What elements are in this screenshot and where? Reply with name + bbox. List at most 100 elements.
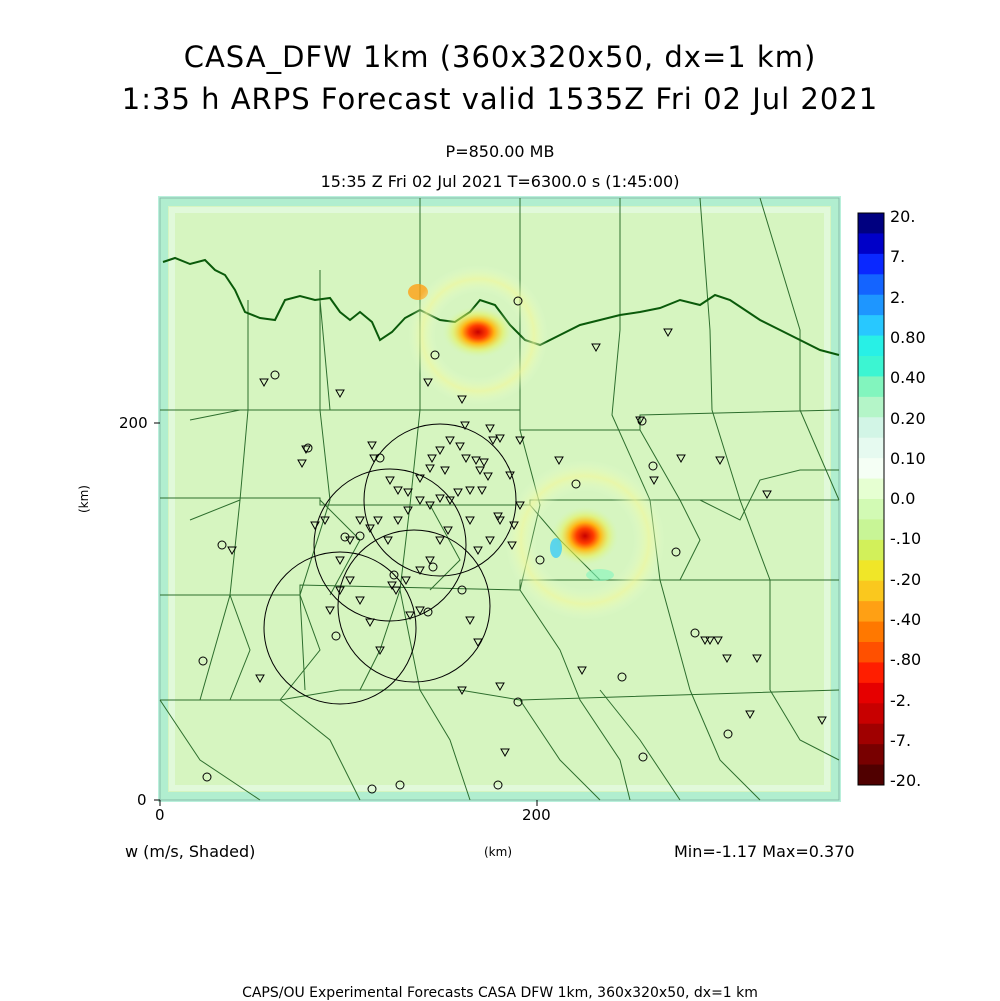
station-circle-marker (617, 672, 627, 682)
colorbar-swatch (858, 396, 884, 418)
station-triangle-marker (335, 586, 345, 596)
station-circle-marker (331, 631, 341, 641)
station-triangle-marker (495, 682, 505, 692)
station-markers (198, 296, 827, 794)
station-circle-marker (535, 555, 545, 565)
station-circle-marker (571, 479, 581, 489)
station-triangle-marker (415, 496, 425, 506)
station-circle-marker (648, 461, 658, 471)
station-triangle-marker (455, 442, 465, 452)
colorbar-tick-label: 0.0 (890, 489, 916, 509)
station-triangle-marker (507, 541, 517, 551)
colorbar-swatch (858, 601, 884, 623)
colorbar-swatch (858, 723, 884, 745)
station-triangle-marker (415, 606, 425, 616)
colorbar-swatch (858, 315, 884, 337)
colorbar (857, 212, 885, 786)
station-triangle-marker (493, 512, 503, 522)
station-triangle-marker (320, 516, 330, 526)
station-triangle-marker (465, 516, 475, 526)
station-triangle-marker (453, 488, 463, 498)
station-circle-marker (375, 453, 385, 463)
station-triangle-marker (817, 716, 827, 726)
colorbar-swatch (858, 233, 884, 255)
valid-time-label: 15:35 Z Fri 02 Jul 2021 T=6300.0 s (1:45… (320, 172, 680, 191)
station-circle-marker (723, 729, 733, 739)
station-triangle-marker (365, 524, 375, 534)
station-triangle-marker (471, 456, 481, 466)
station-circle-marker (202, 772, 212, 782)
chart-title: CASA_DFW 1km (360x320x50, dx=1 km) (183, 40, 817, 74)
colorbar-tick-label: -.80 (890, 650, 922, 670)
station-triangle-marker (385, 476, 395, 486)
station-circle-marker (340, 532, 350, 542)
station-triangle-marker (479, 458, 489, 468)
station-circle-marker (303, 443, 313, 453)
colorbar-swatch (858, 478, 884, 500)
station-triangle-marker (435, 536, 445, 546)
station-triangle-marker (375, 646, 385, 656)
station-triangle-marker (415, 566, 425, 576)
station-triangle-marker (705, 636, 715, 646)
station-triangle-marker (297, 459, 307, 469)
station-triangle-marker (367, 441, 377, 451)
colorbar-tick-label: 0.10 (890, 448, 926, 468)
colorbar-swatch (858, 253, 884, 275)
station-triangle-marker (373, 516, 383, 526)
colorbar-swatch (858, 682, 884, 704)
station-triangle-marker (391, 586, 401, 596)
station-triangle-marker (425, 464, 435, 474)
station-triangle-marker (310, 521, 320, 531)
station-triangle-marker (505, 471, 515, 481)
station-circle-marker (513, 697, 523, 707)
station-triangle-marker (473, 546, 483, 556)
station-triangle-marker (477, 486, 487, 496)
downdraft-spot (550, 538, 562, 558)
station-triangle-marker (500, 748, 510, 758)
station-circle-marker (198, 656, 208, 666)
colorbar-tick-label: 7. (890, 247, 906, 267)
station-triangle-marker (255, 674, 265, 684)
axis-ticks (154, 422, 538, 806)
colorbar-swatch (858, 458, 884, 480)
colorbar-swatch (858, 744, 884, 766)
colorbar-swatch (858, 417, 884, 439)
pressure-level-label: P=850.00 MB (445, 142, 555, 161)
station-triangle-marker (715, 456, 725, 466)
station-triangle-marker (423, 378, 433, 388)
field-label: w (m/s, Shaded) (125, 842, 256, 861)
station-circle-marker (217, 540, 227, 550)
colorbar-tick-label: 0.80 (890, 327, 926, 347)
station-circle-marker (423, 607, 433, 617)
station-triangle-marker (465, 486, 475, 496)
station-triangle-marker (435, 446, 445, 456)
station-triangle-marker (485, 536, 495, 546)
colorbar-tick-label: 0.40 (890, 368, 926, 388)
y-tick-0: 0 (137, 791, 147, 809)
footer-credit: CAPS/OU Experimental Forecasts CASA DFW … (242, 985, 758, 1001)
colorbar-swatch (858, 274, 884, 296)
station-triangle-marker (403, 488, 413, 498)
station-circle-marker (395, 780, 405, 790)
colorbar-tick-label: 2. (890, 287, 906, 307)
station-triangle-marker (345, 536, 355, 546)
colorbar-tick-label: -20. (890, 771, 922, 791)
chart-subtitle: 1:35 h ARPS Forecast valid 1535Z Fri 02 … (121, 82, 879, 116)
station-triangle-marker (745, 710, 755, 720)
colorbar-swatch (858, 294, 884, 316)
station-triangle-marker (393, 486, 403, 496)
station-triangle-marker (427, 454, 437, 464)
station-triangle-marker (577, 666, 587, 676)
station-triangle-marker (325, 606, 335, 616)
station-circle-marker (270, 370, 280, 380)
station-triangle-marker (460, 421, 470, 431)
station-triangle-marker (473, 638, 483, 648)
station-circle-marker (638, 752, 648, 762)
station-triangle-marker (415, 474, 425, 484)
station-circle-marker (690, 628, 700, 638)
colorbar-tick-label: -.20 (890, 569, 922, 589)
station-triangle-marker (700, 636, 710, 646)
colorbar-tick-label: 0.20 (890, 408, 926, 428)
station-triangle-marker (488, 436, 498, 446)
boundary-band (158, 196, 841, 802)
